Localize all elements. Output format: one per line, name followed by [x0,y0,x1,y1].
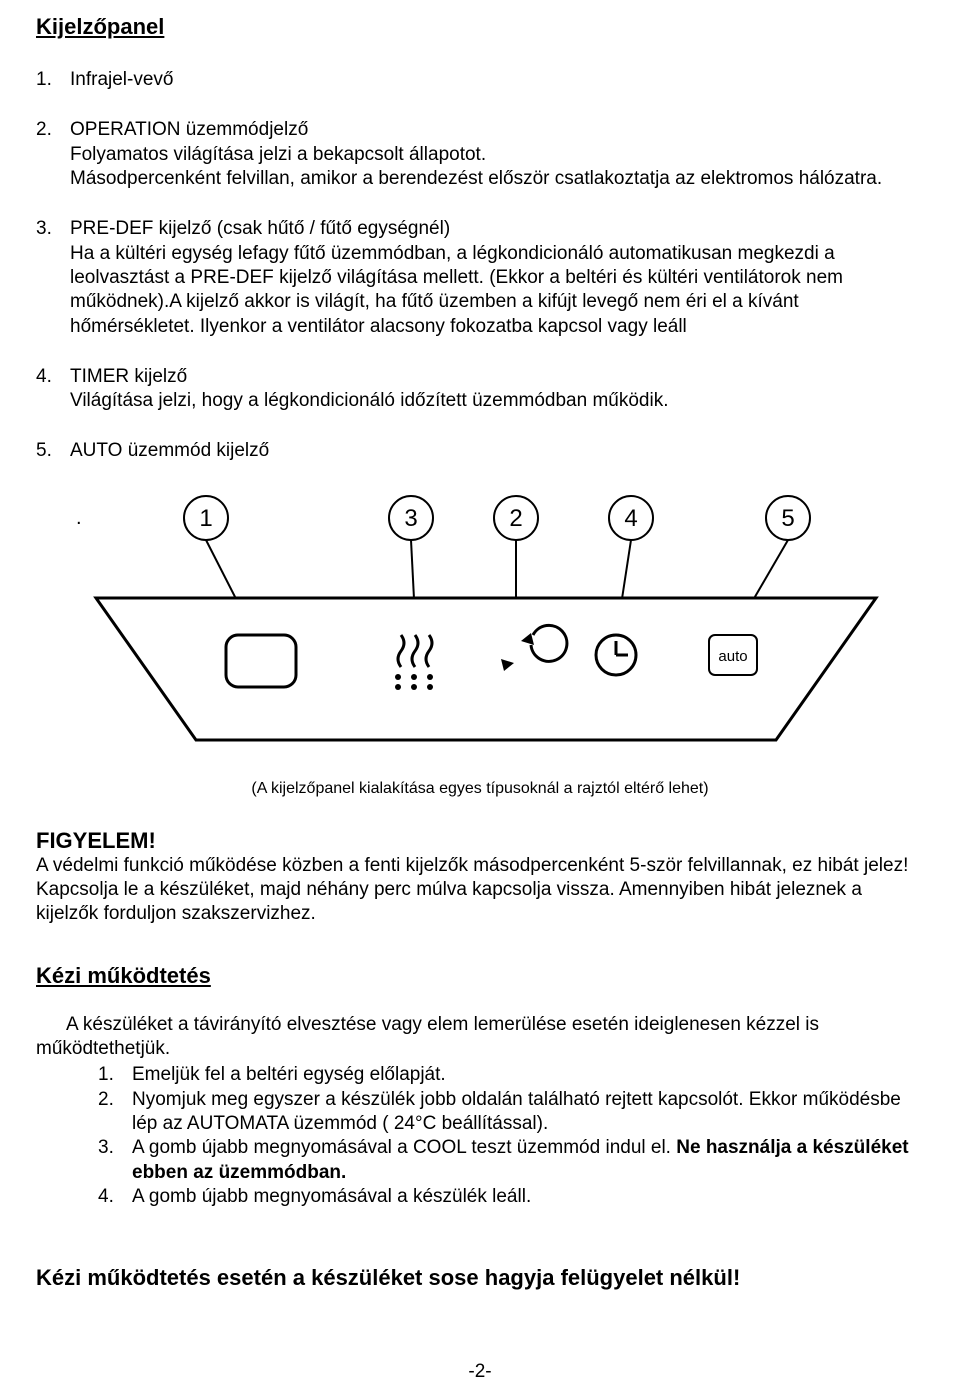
item-title: TIMER kijelző [70,366,187,387]
document-page: Kijelzőpanel 1. Infrajel-vevő 2. OPERATI… [0,0,960,1391]
svg-text:.: . [76,507,82,529]
item-title: AUTO üzemmód kijelző [70,440,269,461]
svg-text:2: 2 [509,505,522,532]
list-item: 1. Emeljük fel a beltéri egység előlapjá… [98,1063,924,1087]
item-body: PRE-DEF kijelző (csak hűtő / fűtő egység… [70,217,924,339]
list-item: 2. Nyomjuk meg egyszer a készülék jobb o… [98,1088,924,1137]
item-number: 5. [36,439,70,463]
list-item: 2. OPERATION üzemmódjelző Folyamatos vil… [36,118,924,191]
item-body: OPERATION üzemmódjelző Folyamatos világí… [70,118,924,191]
svg-text:auto: auto [718,648,747,665]
item-title: OPERATION üzemmódjelző [70,119,308,140]
list-item: 5. AUTO üzemmód kijelző [36,439,924,463]
item-text: Folyamatos világítása jelzi a bekapcsolt… [70,143,924,192]
step-body: Emeljük fel a beltéri egység előlapját. [132,1063,924,1087]
manual-intro: A készüléket a távirányító elvesztése va… [36,1013,924,1062]
item-number: 3. [36,217,70,339]
item-body: TIMER kijelző Világítása jelzi, hogy a l… [70,365,924,414]
item-number: 4. [36,365,70,414]
list-item: 3. PRE-DEF kijelző (csak hűtő / fűtő egy… [36,217,924,339]
list-item: 1. Infrajel-vevő [36,68,924,92]
item-text: Ha a kültéri egység lefagy fűtő üzemmódb… [70,242,924,339]
step-body: Nyomjuk meg egyszer a készülék jobb olda… [132,1088,924,1137]
section-title-manual: Kézi működtetés [36,963,924,989]
list-item: 4. A gomb újabb megnyomásával a készülék… [98,1185,924,1209]
step-body: A gomb újabb megnyomásával a készülék le… [132,1185,924,1209]
svg-text:3: 3 [404,505,417,532]
list-item: 3. A gomb újabb megnyomásával a COOL tes… [98,1136,924,1185]
svg-text:5: 5 [781,505,794,532]
diagram-caption: (A kijelzőpanel kialakítása egyes típuso… [36,780,924,798]
item-title: PRE-DEF kijelző (csak hűtő / fűtő egység… [70,218,450,239]
item-title: Infrajel-vevő [70,69,174,90]
warning-title: FIGYELEM! [36,828,924,854]
section-title-kijelzopanel: Kijelzőpanel [36,14,924,40]
indicator-list: 1. Infrajel-vevő 2. OPERATION üzemmódjel… [36,68,924,464]
warning-body: A védelmi funkció működése közben a fent… [36,854,924,927]
step-number: 3. [98,1136,132,1185]
final-warning: Kézi működtetés esetén a készüléket sose… [36,1265,924,1291]
svg-text:1: 1 [199,505,212,532]
page-number: -2- [0,1361,960,1383]
panel-diagram-wrapper: . 1 3 2 4 5 auto [76,490,896,750]
item-number: 1. [36,68,70,92]
manual-steps-list: 1. Emeljük fel a beltéri egység előlapjá… [36,1063,924,1209]
item-body: AUTO üzemmód kijelző [70,439,924,463]
list-item: 4. TIMER kijelző Világítása jelzi, hogy … [36,365,924,414]
item-number: 2. [36,118,70,191]
step-number: 1. [98,1063,132,1087]
step-body: A gomb újabb megnyomásával a COOL teszt … [132,1136,924,1185]
step-text-pre: A gomb újabb megnyomásával a COOL teszt … [132,1137,676,1158]
item-text: Világítása jelzi, hogy a légkondicionáló… [70,389,924,413]
panel-diagram: . 1 3 2 4 5 auto [76,490,896,750]
step-number: 2. [98,1088,132,1137]
svg-text:4: 4 [624,505,637,532]
step-number: 4. [98,1185,132,1209]
item-body: Infrajel-vevő [70,68,924,92]
